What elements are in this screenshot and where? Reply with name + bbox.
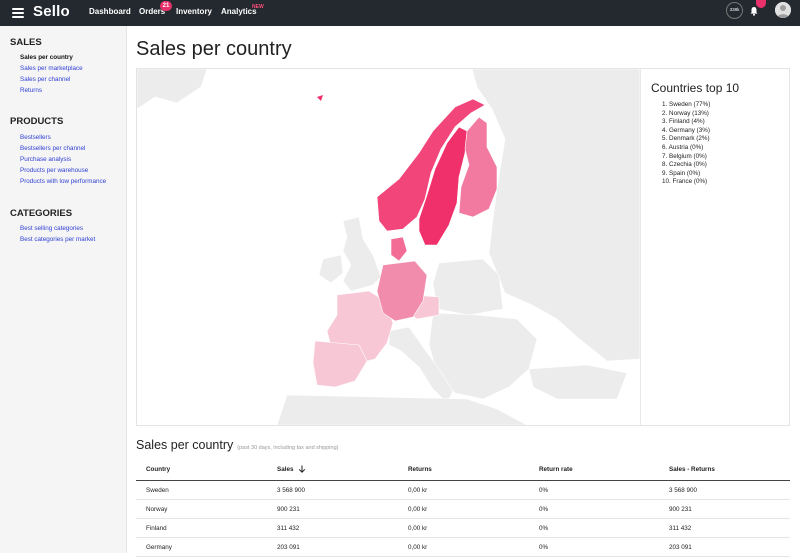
nav-dashboard[interactable]: Dashboard — [89, 7, 131, 16]
cell-returns: 0,00 kr — [408, 506, 428, 513]
country-shape-spain — [312, 340, 368, 388]
cell-return-rate: 0% — [539, 506, 549, 513]
usage-counter[interactable]: 338k — [726, 2, 743, 19]
top-navigation-bar: Sello Dashboard Orders 21 Inventory Anal… — [0, 0, 800, 26]
sidebar-item-products-low-performance[interactable]: Products with low performance — [20, 178, 107, 185]
analytics-new-badge: NEW — [252, 4, 264, 10]
sidebar-heading-categories: CATEGORIES — [10, 208, 73, 219]
cell-returns: 0,00 kr — [408, 525, 428, 532]
table-header: Country Sales Returns Return rate Sales … — [136, 458, 790, 481]
sidebar-item-sales-per-country[interactable]: Sales per country — [20, 54, 73, 61]
table-section-subtitle: (past 30 days, including tax and shippin… — [237, 445, 339, 451]
top10-legend: Countries top 10 1. Sweden (77%) 2. Norw… — [640, 69, 789, 425]
sidebar-item-purchase-analysis[interactable]: Purchase analysis — [20, 156, 72, 163]
sidebar-item-sales-per-channel[interactable]: Sales per channel — [20, 76, 71, 83]
cell-country: Sweden — [146, 487, 169, 494]
sidebar-item-bestsellers-per-channel[interactable]: Bestsellers per channel — [20, 145, 86, 152]
cell-sales-minus-returns: 311 432 — [669, 525, 692, 532]
sidebar-item-products-per-warehouse[interactable]: Products per warehouse — [20, 167, 89, 174]
cell-returns: 0,00 kr — [408, 544, 428, 551]
country-shape-baltics-poland — [432, 258, 504, 316]
sidebar-item-best-selling-categories[interactable]: Best selling categories — [20, 225, 84, 232]
cell-returns: 0,00 kr — [408, 487, 428, 494]
column-header-sales[interactable]: Sales — [277, 458, 306, 481]
table-row[interactable]: Finland 311 432 0,00 kr 0% 311 432 — [136, 519, 790, 538]
app-logo[interactable]: Sello — [33, 3, 70, 20]
sidebar-heading-products: PRODUCTS — [10, 116, 64, 127]
page-title: Sales per country — [136, 38, 292, 60]
sidebar: SALES Sales per country Sales per market… — [0, 26, 127, 553]
sidebar-heading-sales: SALES — [10, 37, 42, 48]
sidebar-item-best-categories-per-market[interactable]: Best categories per market — [20, 236, 96, 243]
list-item: 5. Denmark (2%) — [662, 135, 710, 143]
list-item: 4. Germany (3%) — [662, 126, 710, 134]
notification-dot — [756, 0, 766, 8]
europe-choropleth-map[interactable] — [137, 69, 640, 425]
hamburger-menu-icon[interactable] — [12, 8, 24, 18]
table-row[interactable]: Sweden 3 568 900 0,00 kr 0% 3 568 900 — [136, 481, 790, 500]
list-item: 1. Sweden (77%) — [662, 101, 711, 108]
country-shape-denmark — [390, 236, 408, 262]
cell-sales-minus-returns: 203 091 — [669, 544, 692, 551]
country-shape-greenland-iceland — [137, 69, 208, 110]
top10-list: 1. Sweden (77%) 2. Norway (13%) 3. Finla… — [662, 101, 710, 187]
sidebar-item-bestsellers[interactable]: Bestsellers — [20, 134, 51, 141]
country-shape-uk — [342, 216, 382, 292]
column-header-return-rate[interactable]: Return rate — [539, 466, 573, 473]
list-item: 3. Finland (4%) — [662, 118, 705, 126]
user-avatar[interactable] — [775, 2, 791, 18]
cell-sales: 3 568 900 — [277, 487, 306, 494]
table-row[interactable]: Norway 900 231 0,00 kr 0% 900 231 — [136, 500, 790, 519]
country-shape-ireland — [318, 254, 344, 284]
country-shape-finland — [458, 116, 498, 218]
cell-sales: 203 091 — [277, 544, 300, 551]
cell-sales-minus-returns: 3 568 900 — [669, 487, 698, 494]
table-section-title: Sales per country (past 30 days, includin… — [136, 438, 339, 452]
cell-country: Germany — [146, 544, 172, 551]
country-shape-norway — [376, 98, 486, 232]
list-item: 6. Austria (0%) — [662, 143, 704, 151]
cell-return-rate: 0% — [539, 544, 549, 551]
list-item: 2. Norway (13%) — [662, 109, 709, 117]
column-header-country[interactable]: Country — [146, 466, 171, 473]
country-shape-russia — [471, 69, 640, 362]
map-panel: Countries top 10 1. Sweden (77%) 2. Norw… — [136, 68, 790, 426]
list-item: 8. Czechia (0%) — [662, 161, 707, 169]
europe-map-svg[interactable] — [137, 69, 640, 425]
column-header-sales-minus-returns[interactable]: Sales - Returns — [669, 466, 715, 473]
country-shape-germany — [376, 260, 428, 322]
list-item: 7. Belgium (0%) — [662, 152, 707, 160]
sales-table: Country Sales Returns Return rate Sales … — [136, 458, 790, 557]
nav-inventory[interactable]: Inventory — [176, 7, 213, 16]
cell-country: Norway — [146, 506, 168, 513]
cell-sales: 311 432 — [277, 525, 300, 532]
legend-title: Countries top 10 — [651, 81, 740, 95]
orders-count-badge: 21 — [160, 1, 172, 11]
bell-icon[interactable] — [749, 6, 759, 16]
column-header-returns[interactable]: Returns — [408, 466, 432, 473]
nav-analytics[interactable]: Analytics — [221, 7, 257, 16]
cell-return-rate: 0% — [539, 525, 549, 532]
country-shape-sweden — [418, 126, 468, 246]
cell-sales-minus-returns: 900 231 — [669, 506, 692, 513]
table-row[interactable]: Germany 203 091 0,00 kr 0% 203 091 — [136, 538, 790, 557]
cell-return-rate: 0% — [539, 487, 549, 494]
sidebar-item-returns[interactable]: Returns — [20, 87, 43, 94]
cell-sales: 900 231 — [277, 506, 300, 513]
country-shape-turkey — [528, 364, 628, 400]
list-item: 9. Spain (0%) — [662, 169, 701, 177]
sidebar-item-sales-per-marketplace[interactable]: Sales per marketplace — [20, 65, 83, 72]
list-item: 10. France (0%) — [662, 178, 708, 186]
cell-country: Finland — [146, 525, 167, 532]
country-shape-svalbard — [317, 95, 323, 101]
sort-descending-icon[interactable] — [298, 465, 306, 474]
nav-orders[interactable]: Orders — [139, 7, 166, 16]
country-shape-north-africa — [276, 394, 528, 425]
